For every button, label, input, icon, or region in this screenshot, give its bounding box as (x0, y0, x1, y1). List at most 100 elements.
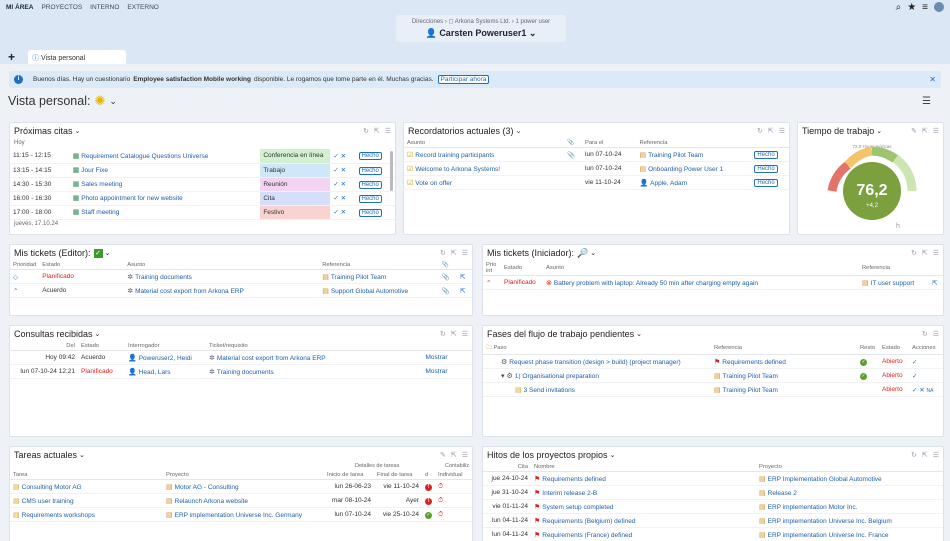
close-icon[interactable]: ✕ (340, 167, 347, 174)
settings-icon[interactable]: ☰ (461, 452, 468, 459)
check-icon[interactable]: ✓ (333, 152, 339, 160)
task-individual[interactable]: ⏱ (435, 479, 472, 494)
participate-button[interactable]: Participar ahora (437, 75, 490, 84)
ticket-subject[interactable]: ⊗ Battery problem with laptop: Already 50… (543, 275, 859, 290)
task-name[interactable]: ▤ Requirements workshops (10, 507, 163, 522)
cita-done[interactable]: Hecho (355, 149, 395, 164)
cita-done[interactable]: Hecho (355, 177, 395, 192)
close-icon[interactable]: ✕ (340, 152, 347, 160)
cita-subject[interactable]: ▦ Sales meeting (69, 177, 261, 192)
phase-step[interactable]: ▾ ⚙ 1) Organisational preparation (483, 368, 711, 383)
settings-icon[interactable]: ☰ (932, 452, 939, 459)
hecho-button[interactable]: Hecho (754, 179, 778, 187)
nav-externo[interactable]: EXTERNO (127, 3, 159, 11)
open-cell[interactable]: ⇱ (457, 283, 472, 298)
cita-subject[interactable]: ▦ Staff meeting (69, 205, 261, 220)
hecho-button[interactable]: Hecho (358, 152, 382, 161)
settings-icon[interactable]: ☰ (932, 331, 939, 338)
refresh-icon[interactable]: ↻ (439, 250, 446, 257)
cita-done[interactable]: Hecho (355, 163, 395, 178)
cita-row[interactable]: 14:30 - 15:30 ▦ Sales meeting Reunión ✓ ✕ Hec… (10, 177, 395, 192)
settings-icon[interactable]: ☰ (932, 128, 939, 135)
open-cell[interactable]: ⇱ (457, 269, 472, 284)
cita-row[interactable]: 16:00 - 16:30 ▦ Photo appointment for new … (10, 191, 395, 206)
settings-icon[interactable]: ☰ (461, 331, 468, 338)
hecho-button[interactable]: Hecho (358, 180, 382, 189)
nav-proyectos[interactable]: PROYECTOS (41, 3, 83, 11)
current-user[interactable]: 👤 Carsten Poweruser1 ⌄ (396, 28, 566, 39)
task-individual[interactable]: ⏱ (435, 507, 472, 522)
external-link-icon[interactable]: ⇱ (373, 128, 380, 135)
sun-icon[interactable]: ✺ (94, 93, 106, 108)
external-link-icon[interactable]: ⇱ (450, 452, 457, 459)
external-link-icon[interactable]: ⇱ (921, 452, 928, 459)
task-project[interactable]: ▤ Relaunch Arkona website (163, 493, 324, 508)
milestone-row[interactable]: lun 04-11-24 ⚑ Requirements (Belgium) defi… (483, 513, 943, 528)
ticket-subject[interactable]: ✲ Training documents (124, 269, 320, 284)
phase-ref[interactable]: ▤ Training Pilot Team (711, 368, 857, 383)
milestone-row[interactable]: jue 24-10-24 ⚑ Requirements defined ▤ ERP Im… (483, 471, 943, 486)
cita-actions[interactable]: ✓ ✕ (330, 205, 356, 220)
check-icon[interactable]: ✓ (333, 181, 339, 188)
reminder-row[interactable]: ☑ Vote on offer vie 11-10-24 👤 Apple, Adam He… (404, 175, 789, 190)
close-icon[interactable]: ✕ (340, 209, 347, 216)
settings-sliders-icon[interactable]: ☰ (922, 96, 931, 107)
reminder-done[interactable]: Hecho (751, 175, 789, 190)
milestone-row[interactable]: lun 04-11-24 ⚑ Requirements (France) defin… (483, 527, 943, 541)
mostrar-link[interactable]: Mostrar (422, 350, 472, 365)
hecho-button[interactable]: Hecho (754, 165, 778, 173)
edit-icon[interactable]: ✎ (439, 452, 446, 459)
milestone-row[interactable]: jue 31-10-24 ⚑ Interim release 2-B ▤ Release… (483, 485, 943, 500)
cita-subject[interactable]: ▦ Jour Fixe (69, 163, 261, 178)
col-referencia[interactable]: Referencia (636, 139, 752, 148)
settings-icon[interactable]: ☰ (384, 128, 391, 135)
task-project[interactable]: ▤ Motor AG - Consulting (163, 479, 324, 494)
task-individual[interactable]: ⏱ (435, 493, 472, 508)
col-para-el[interactable]: Para el (582, 139, 637, 148)
phase-row[interactable]: ⚙ Request phase transition (design > buil… (483, 354, 943, 369)
query-row[interactable]: Hoy 09:42 Acuerdo 👤 Poweruser2, Heidi ✲ Mater… (10, 350, 472, 365)
avatar[interactable] (934, 2, 944, 12)
open-cell[interactable]: ⇱ (929, 275, 943, 290)
hecho-button[interactable]: Hecho (358, 194, 382, 203)
milestone-project[interactable]: ▤ ERP Implementation Global Automotive (756, 471, 943, 486)
phase-actions[interactable]: ✓ (909, 354, 943, 369)
external-link-icon[interactable]: ⇱ (921, 250, 928, 257)
task-project[interactable]: ▤ ERP implementation Universe Inc. German… (163, 507, 324, 522)
refresh-icon[interactable]: ↻ (921, 331, 928, 338)
reminder-ref[interactable]: 👤 Apple, Adam (636, 175, 752, 190)
external-link-icon[interactable]: ⇱ (767, 128, 774, 135)
reminder-subject[interactable]: ☑ Record training participants (404, 147, 564, 162)
attachment-cell[interactable]: 📎 (438, 283, 458, 298)
menu-icon[interactable]: ≡ (922, 1, 928, 13)
attachment-cell[interactable]: 📎 (438, 269, 458, 284)
external-link-icon[interactable]: ⇱ (450, 250, 457, 257)
task-name[interactable]: ▤ CMS user training (10, 493, 163, 508)
query-who[interactable]: 👤 Head, Lars (125, 364, 206, 379)
star-icon[interactable]: ★ (907, 1, 917, 13)
milestone-project[interactable]: ▤ ERP implementation Universe Inc. Belgiu… (756, 513, 943, 528)
cita-row[interactable]: 13:15 - 14:15 ▦ Jour Fixe Trabajo ✓ ✕ Hecho (10, 163, 395, 178)
ticket-row[interactable]: ◇ Planificado ✲ Training documents ▤ Training… (10, 269, 472, 284)
user-context-card[interactable]: Direcciones › ◻ Arkona Systems Ltd. › 1 … (396, 15, 566, 42)
settings-icon[interactable]: ☰ (778, 128, 785, 135)
ticket-ref[interactable]: ▤ Training Pilot Team (319, 269, 439, 284)
refresh-icon[interactable]: ↻ (362, 128, 369, 135)
reminder-subject[interactable]: ☑ Welcome to Arkona Systems! (404, 161, 564, 176)
query-ticket[interactable]: ✲ Training documents (206, 364, 423, 379)
cita-actions[interactable]: ✓ ✕ (330, 163, 356, 178)
task-name[interactable]: ▤ Consulting Motor AG (10, 479, 163, 494)
cita-row[interactable]: 11:15 - 12:15 ▦ Requirement Catalogue Ques… (10, 149, 395, 164)
col-asunto[interactable]: Asunto (404, 139, 564, 148)
ticket-ref[interactable]: ▤ Support Global Automotive (319, 283, 439, 298)
milestone-name[interactable]: ⚑ Interim release 2-B (531, 485, 756, 500)
milestone-name[interactable]: ⚑ System setup completed (531, 499, 756, 514)
query-who[interactable]: 👤 Poweruser2, Heidi (125, 350, 206, 365)
reminder-subject[interactable]: ☑ Vote on offer (404, 175, 564, 190)
settings-icon[interactable]: ☰ (461, 250, 468, 257)
reminder-row[interactable]: ☑ Welcome to Arkona Systems! lun 07-10-24 ▤… (404, 161, 789, 176)
milestone-name[interactable]: ⚑ Requirements defined (531, 471, 756, 486)
phase-actions[interactable]: ✓ (909, 368, 943, 383)
settings-icon[interactable]: ☰ (932, 250, 939, 257)
phase-actions[interactable]: ✓ ✕ NA (909, 382, 943, 397)
